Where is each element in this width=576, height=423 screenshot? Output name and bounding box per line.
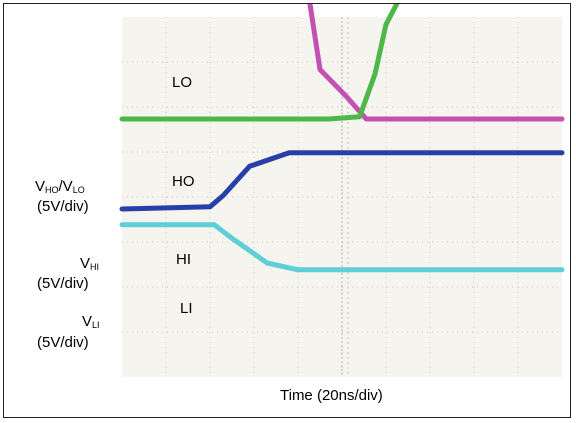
ylabel-scale-3: (5V/div) xyxy=(37,334,89,351)
trace-label-lo: LO xyxy=(172,74,193,91)
ylabel-scale-1: (5V/div) xyxy=(37,198,89,215)
ylabel-vli: VLI xyxy=(82,313,100,330)
trace-li xyxy=(119,222,565,273)
ylabel-vhi: VHI xyxy=(80,255,100,272)
ylabel-vho-vlo: VHO/VLO xyxy=(35,178,85,195)
trace-hi xyxy=(119,150,565,212)
x-axis-label: Time (20ns/div) xyxy=(280,387,383,404)
trace-label-li: LI xyxy=(180,300,193,317)
ylabel-scale-2: (5V/div) xyxy=(37,275,89,292)
trace-ho xyxy=(119,4,400,122)
figure-frame: LO HO HI LI VHO/VLO (5V/div) VHI (5V/div… xyxy=(3,3,571,418)
scope-plot xyxy=(119,4,565,377)
trace-label-ho: HO xyxy=(172,173,195,190)
trace-label-hi: HI xyxy=(176,251,191,268)
trace-lo xyxy=(307,4,565,122)
